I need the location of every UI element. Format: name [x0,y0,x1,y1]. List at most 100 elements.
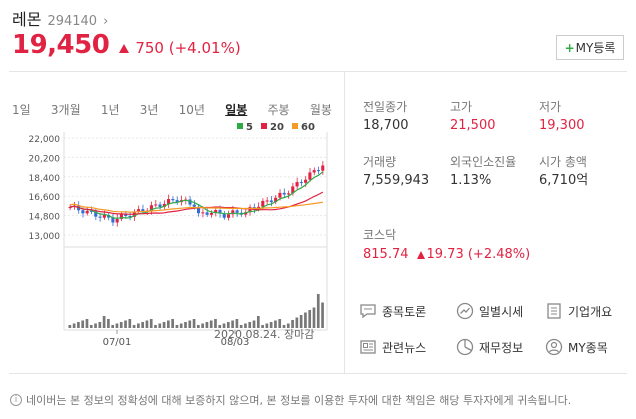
y-tick-label: 13,000 [29,232,61,242]
volume-bar [94,323,97,328]
y-tick-label: 18,400 [29,174,61,184]
stock-header: 레몬 294140 › [12,6,108,30]
legend-swatch [237,123,243,129]
volume-bar [248,322,252,328]
link-discussion[interactable]: 종목토론 [359,302,426,320]
link-my-stocks[interactable]: MY종목 [545,338,608,356]
legend-label: 5 [246,122,253,133]
candle-body [158,204,162,207]
y-tick-label: 20,200 [29,154,61,164]
moving-average-line [70,171,324,219]
volume-bar [141,322,144,328]
volume-bar [291,320,294,328]
stock-name[interactable]: 레몬 [12,10,42,29]
disclaimer: i 네이버는 본 정보의 정확성에 대해 보증하지 않으며, 본 정보를 이용한… [10,392,571,408]
candle-body [278,192,282,198]
candle-body [291,186,295,194]
candlestick-chart: 5 20 60 22,000 20,200 18,400 16,600 14,800 13,0… [29,122,328,348]
tab-daily[interactable]: 일봉 [225,103,248,117]
volume-bar [304,312,307,328]
candle-body [231,210,235,215]
candle-body [304,179,308,183]
volume-bar [107,319,110,328]
candle-body [197,206,201,214]
volume-bar [158,323,162,328]
volume-bar [269,322,273,328]
tab-weekly[interactable]: 주봉 [267,103,290,117]
legend-swatch [292,123,298,129]
volume-bar [192,319,196,328]
volume-bar [179,323,183,328]
stat-foreign-ratio: 외국인소진율 1.13% [450,155,517,188]
volume-bar [265,323,269,328]
stat-market-cap: 시가 총액 6,710억 [539,155,589,188]
moving-average-line [70,201,323,213]
volume-bar [124,320,127,328]
volume-bar [201,323,204,328]
volume-bar [218,325,222,328]
candle-body [137,209,141,212]
candle-body [102,215,106,218]
kosdaq-index: 코스닥 815.74 19.73 (+2.48%) [363,228,531,262]
volume-bar [85,319,89,328]
volume-bar [312,307,316,328]
candle-body [286,193,291,195]
volume-bar [235,319,239,328]
my-register-button[interactable]: + MY등록 [556,35,624,60]
volume-bar [316,294,320,328]
tab-3m[interactable]: 3개월 [50,103,81,117]
candle-body [201,212,205,214]
candle-body [154,204,158,206]
volume-bar [299,315,303,328]
price-chart[interactable]: 5 20 60 22,000 20,200 18,400 16,600 14,800 13,0… [9,120,339,350]
candle-body [274,197,278,203]
tab-3y[interactable]: 3년 [139,103,159,117]
volume-bar [119,322,123,328]
candle-body [81,210,85,214]
candle-body [312,170,316,173]
trend-circle-icon [456,302,474,320]
x-tick-label: 07/01 [103,337,132,348]
candle-body [128,216,132,218]
candle-body [205,212,209,215]
y-tick-label: 16,600 [29,193,61,203]
link-company-overview[interactable]: 기업개요 [545,302,612,320]
volume-bar [252,320,256,328]
stock-code[interactable]: 294140 [47,14,98,29]
candle-body [222,213,226,218]
candle-body [89,210,93,212]
up-arrow-icon [119,44,130,53]
tab-monthly[interactable]: 월봉 [309,103,332,117]
panel-divider [344,72,345,374]
user-icon [545,338,563,356]
candle-body [124,214,128,217]
candle-body [175,200,179,203]
volume-bar [77,322,80,328]
candle-body [141,209,145,212]
volume-bar [132,325,136,328]
volume-bar [286,323,290,328]
volume-bar [128,319,132,328]
link-related-news[interactable]: 관련뉴스 [359,338,426,356]
stat-low: 저가 19,300 [539,100,585,133]
chevron-right-icon[interactable]: › [103,14,109,29]
volume-bar [98,322,102,328]
tab-1d[interactable]: 1일 [12,103,31,117]
volume-bar [261,325,264,328]
candle-body [85,210,89,214]
candle-body [226,214,231,218]
link-financials[interactable]: 재무정보 [456,338,523,356]
tab-1y[interactable]: 1년 [100,103,120,117]
volume-bar [111,325,115,328]
document-icon [547,303,561,319]
candle-body [269,200,273,203]
volume-bar [214,319,217,328]
volume-bar [175,325,179,328]
link-daily-price[interactable]: 일별시세 [456,302,523,320]
volume-bar [308,310,312,328]
candle-body [299,182,303,184]
tab-10y[interactable]: 10년 [178,103,205,117]
candle-body [214,210,218,213]
legend-swatch [261,123,267,129]
volume-bar [282,325,286,328]
